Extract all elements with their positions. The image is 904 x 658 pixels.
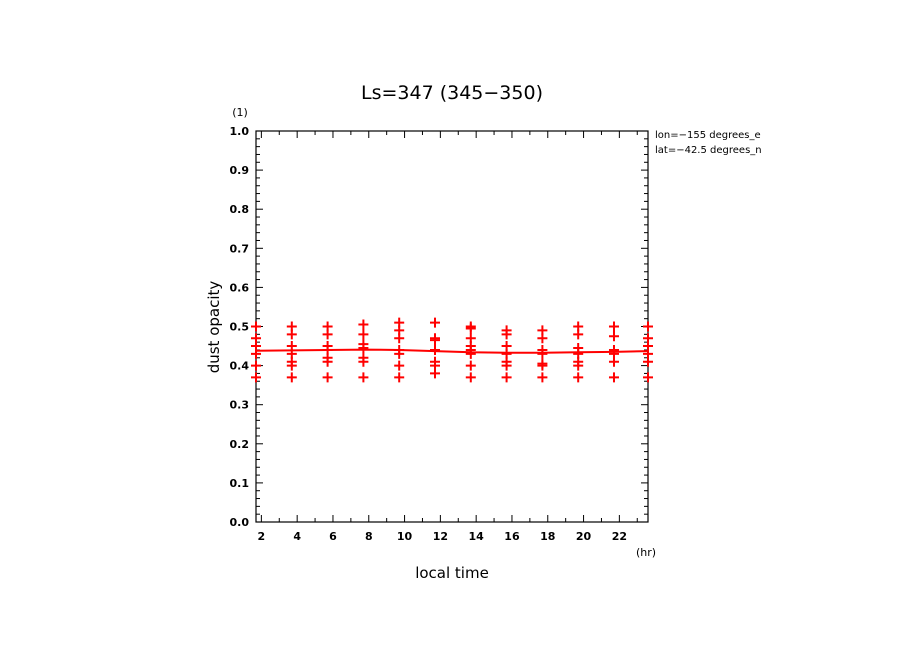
y-tick-label: 0.0 [230, 516, 250, 529]
data-point [358, 319, 369, 330]
x-unit-label: (hr) [636, 546, 656, 559]
x-tick-label: 20 [576, 530, 592, 543]
data-layer [251, 317, 653, 383]
data-point [358, 372, 369, 383]
data-point [429, 344, 440, 355]
data-point [251, 372, 261, 383]
x-tick-label: 22 [612, 530, 627, 543]
x-tick-label: 10 [397, 530, 413, 543]
y-tick-label: 0.1 [230, 477, 250, 490]
data-point [501, 360, 512, 371]
data-point [429, 368, 440, 379]
x-tick-label: 18 [540, 530, 555, 543]
data-point [465, 323, 476, 334]
plot-frame [255, 130, 649, 523]
y-tick-label: 0.4 [230, 360, 250, 373]
data-point [643, 321, 653, 332]
data-point [537, 348, 548, 359]
data-point [643, 372, 653, 383]
x-tick-label: 12 [433, 530, 448, 543]
data-point [537, 360, 548, 371]
y-axis-title: dust opacity [205, 281, 223, 374]
y-tick-label: 0.3 [230, 399, 250, 412]
data-point [573, 372, 584, 383]
data-point [501, 329, 512, 340]
chart-title: Ls=347 (345−350) [361, 82, 543, 104]
data-point [358, 343, 369, 354]
axes: 0.0 0.1 0.2 0.3 0.4 0.5 0.6 0.7 0.8 0.9 1.0 2 4 6 8 10 1… [230, 125, 649, 543]
data-point [286, 372, 297, 383]
data-point [358, 356, 369, 367]
x-tick-label: 16 [504, 530, 520, 543]
data-point [251, 321, 261, 332]
y-tick-label: 0.5 [230, 321, 250, 334]
data-point [394, 333, 405, 344]
data-point [465, 360, 476, 371]
x-tick-label: 4 [293, 530, 301, 543]
data-point [608, 356, 619, 367]
mean-line [255, 348, 649, 354]
y-tick-label: 0.2 [230, 438, 250, 451]
data-point [394, 360, 405, 371]
y-tick-label: 1.0 [230, 125, 250, 138]
data-point [429, 317, 440, 328]
x-tick-label: 2 [258, 530, 266, 543]
y-tick-label: 0.6 [230, 281, 250, 294]
data-point [429, 335, 440, 346]
data-point [573, 360, 584, 371]
x-tick-label: 6 [329, 530, 337, 543]
data-point [286, 360, 297, 371]
annotation-lon: lon=−155 degrees_e [655, 130, 761, 141]
y-tick-label: 0.9 [230, 164, 250, 177]
data-point [251, 360, 261, 371]
data-point [394, 372, 405, 383]
data-point [643, 356, 653, 367]
y-tick-label: 0.7 [230, 242, 250, 255]
data-point [286, 329, 297, 340]
data-point [537, 372, 548, 383]
data-point [608, 372, 619, 383]
data-point [573, 329, 584, 340]
x-tick-label: 14 [469, 530, 485, 543]
y-tick-label: 0.8 [230, 203, 250, 216]
data-point [537, 333, 548, 344]
y-unit-label: (1) [232, 106, 248, 119]
data-point [608, 321, 619, 332]
data-point [465, 348, 476, 359]
data-point [608, 331, 619, 342]
annotation-lat: lat=−42.5 degrees_n [655, 145, 762, 156]
data-point [322, 356, 333, 367]
data-point [358, 329, 369, 340]
data-point [501, 372, 512, 383]
data-point [465, 372, 476, 383]
x-axis-title: local time [415, 564, 489, 582]
x-tick-label: 8 [365, 530, 373, 543]
data-point [322, 372, 333, 383]
data-point [322, 329, 333, 340]
